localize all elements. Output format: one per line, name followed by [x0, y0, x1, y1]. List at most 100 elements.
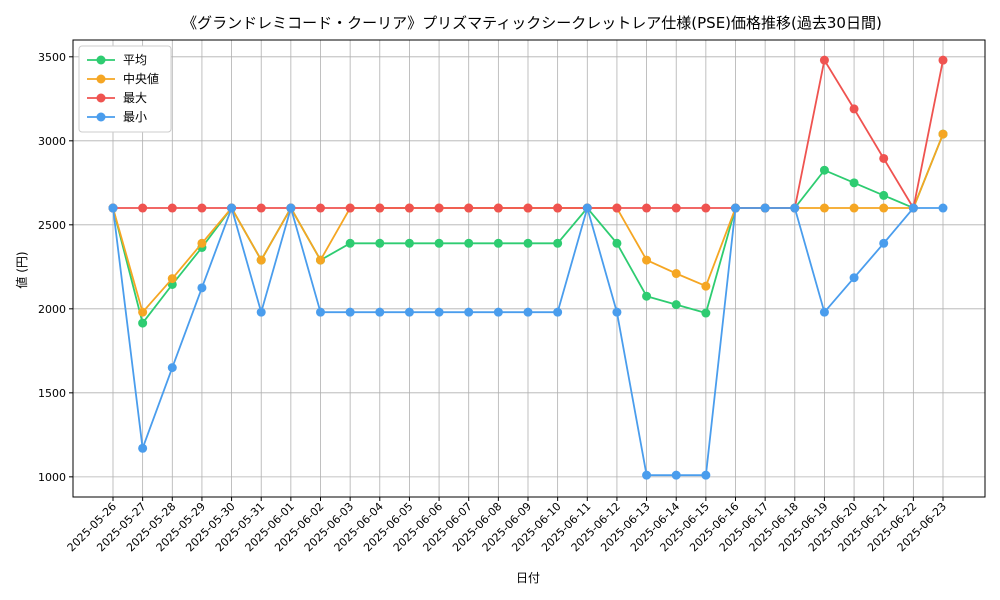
- series-3: [108, 203, 948, 480]
- grid: [73, 40, 985, 497]
- data-point: [256, 307, 266, 317]
- legend-swatch-marker: [96, 74, 106, 84]
- legend-label: 中央値: [123, 71, 159, 86]
- legend-item: 中央値: [87, 71, 159, 86]
- data-point: [879, 190, 889, 200]
- y-tick-label: 1500: [38, 387, 66, 400]
- ticks: 2025-05-262025-05-272025-05-282025-05-29…: [38, 51, 949, 555]
- data-point: [879, 153, 889, 163]
- data-point: [642, 203, 652, 213]
- data-point: [938, 55, 948, 65]
- legend-label: 最大: [123, 91, 147, 105]
- data-point: [879, 238, 889, 248]
- series-layer: [108, 55, 948, 480]
- data-point: [108, 203, 118, 213]
- data-point: [642, 255, 652, 265]
- data-point: [138, 318, 148, 328]
- data-point: [819, 165, 829, 175]
- data-point: [671, 300, 681, 310]
- data-point: [316, 255, 325, 265]
- data-point: [138, 307, 148, 317]
- data-point: [523, 307, 533, 317]
- data-point: [434, 238, 444, 248]
- data-point: [553, 307, 563, 317]
- data-point: [493, 238, 503, 248]
- data-point: [819, 203, 829, 213]
- data-point: [612, 238, 622, 248]
- y-tick-label: 3000: [38, 135, 66, 148]
- x-axis-label: 日付: [516, 571, 540, 585]
- legend-label: 平均: [123, 53, 147, 67]
- data-point: [138, 203, 148, 213]
- data-point: [938, 129, 948, 139]
- data-point: [493, 203, 503, 213]
- data-point: [582, 203, 592, 213]
- data-point: [642, 291, 652, 301]
- data-point: [553, 203, 563, 213]
- data-point: [256, 255, 266, 265]
- data-point: [345, 203, 355, 213]
- y-tick-label: 2000: [38, 303, 66, 316]
- data-point: [819, 307, 829, 317]
- legend-label: 最小: [123, 110, 147, 124]
- data-point: [138, 443, 148, 453]
- data-point: [790, 203, 800, 213]
- data-point: [197, 238, 207, 248]
- legend-item: 最小: [87, 110, 147, 124]
- data-point: [760, 203, 770, 213]
- legend-swatch-marker: [96, 93, 106, 103]
- data-point: [493, 307, 503, 317]
- data-point: [227, 203, 237, 213]
- legend-swatch-marker: [96, 112, 106, 122]
- data-point: [849, 273, 859, 283]
- data-point: [849, 203, 859, 213]
- data-point: [819, 55, 829, 65]
- data-point: [167, 363, 177, 373]
- data-point: [701, 281, 711, 291]
- data-point: [464, 238, 474, 248]
- data-point: [404, 203, 414, 213]
- data-point: [197, 203, 207, 213]
- data-point: [167, 274, 177, 284]
- data-point: [879, 203, 889, 213]
- data-point: [345, 238, 355, 248]
- y-axis-label: 値 (円): [14, 251, 29, 288]
- legend-item: 平均: [87, 53, 147, 67]
- data-point: [908, 203, 918, 213]
- y-tick-label: 2500: [38, 219, 66, 232]
- legend-item: 最大: [87, 91, 147, 105]
- data-point: [464, 307, 474, 317]
- data-point: [642, 470, 652, 480]
- data-point: [375, 203, 385, 213]
- data-point: [167, 203, 177, 213]
- data-point: [404, 238, 414, 248]
- chart-title: 《グランドレミコード・クーリア》プリズマティックシークレットレア仕様(PSE)価…: [182, 14, 882, 32]
- data-point: [938, 203, 948, 213]
- data-point: [345, 307, 355, 317]
- data-point: [701, 470, 711, 480]
- data-point: [701, 308, 711, 318]
- data-point: [434, 203, 444, 213]
- data-point: [256, 203, 266, 213]
- data-point: [701, 203, 711, 213]
- data-point: [849, 104, 859, 114]
- data-point: [375, 238, 385, 248]
- data-point: [671, 470, 681, 480]
- legend-swatch-marker: [96, 55, 106, 65]
- data-point: [464, 203, 474, 213]
- plot-frame: [72, 39, 986, 498]
- data-point: [671, 203, 681, 213]
- data-point: [612, 203, 622, 213]
- data-point: [731, 203, 740, 213]
- data-point: [849, 178, 859, 188]
- y-tick-label: 1000: [38, 471, 66, 484]
- data-point: [553, 238, 563, 248]
- y-tick-label: 3500: [38, 51, 66, 64]
- data-point: [375, 307, 385, 317]
- data-point: [404, 307, 414, 317]
- data-point: [316, 203, 325, 213]
- data-point: [523, 203, 533, 213]
- data-point: [197, 283, 207, 293]
